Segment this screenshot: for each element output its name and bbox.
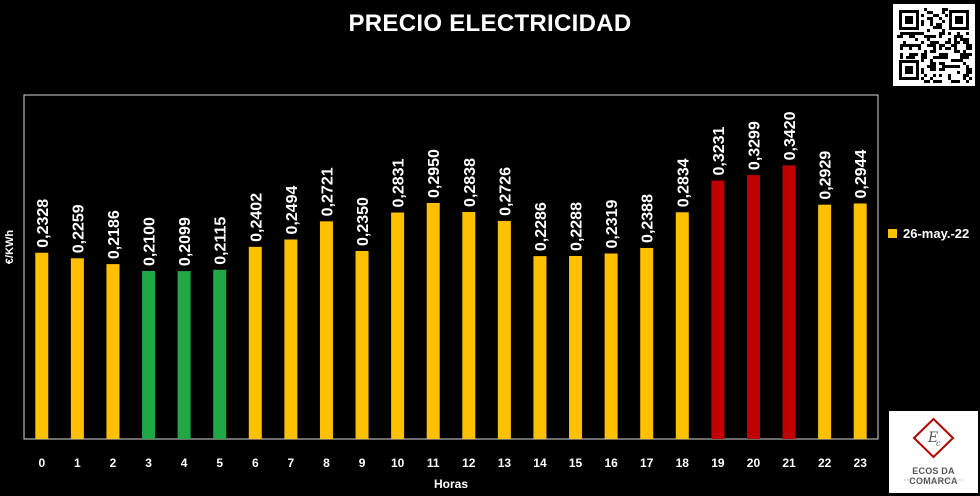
bar-hour-21	[782, 165, 796, 439]
data-label-hour-20: 0,3299	[746, 121, 763, 170]
data-label-hour-11: 0,2950	[426, 149, 443, 198]
plot-area-frame	[23, 94, 879, 440]
logo-name: ECOS DA COMARCA	[909, 466, 958, 486]
x-tick-label: 13	[498, 456, 512, 470]
x-tick-label: 18	[676, 456, 690, 470]
data-label-hour-21: 0,3420	[782, 111, 799, 160]
svg-text:E: E	[927, 430, 938, 446]
x-tick-label: 0	[38, 456, 45, 470]
data-label-hour-2: 0,2186	[106, 210, 123, 259]
bar-hour-17	[640, 247, 654, 439]
bar-hour-4	[177, 271, 191, 439]
data-label-hour-9: 0,2350	[355, 197, 372, 246]
x-tick-label: 22	[818, 456, 832, 470]
bar-hour-7	[284, 239, 298, 439]
data-label-hour-8: 0,2721	[319, 167, 336, 216]
x-tick-label: 12	[462, 456, 476, 470]
x-tick-label: 11	[427, 456, 440, 470]
x-tick-label: 17	[640, 456, 654, 470]
logo-tagline	[889, 478, 978, 484]
logo: E c ECOS DA COMARCA	[889, 411, 978, 493]
bar-hour-5	[213, 269, 227, 439]
data-label-hour-5: 0,2115	[213, 217, 230, 265]
svg-text:c: c	[936, 439, 941, 448]
data-label-hour-1: 0,2259	[70, 204, 87, 253]
x-tick-label: 10	[391, 456, 405, 470]
data-label-hour-17: 0,2388	[640, 194, 657, 243]
x-axis-title: Horas	[434, 477, 468, 491]
qr-code	[893, 4, 975, 86]
bar-hour-11	[426, 203, 440, 439]
data-label-hour-14: 0,2286	[533, 202, 550, 251]
data-label-hour-16: 0,2319	[604, 199, 621, 248]
x-tick-label: 16	[604, 456, 618, 470]
x-tick-label: 1	[74, 456, 81, 470]
legend-swatch	[888, 229, 897, 238]
bar-hour-10	[391, 212, 405, 439]
data-label-hour-15: 0,2288	[569, 202, 586, 251]
x-tick-label: 6	[252, 456, 259, 470]
bar-hour-13	[497, 220, 511, 439]
data-label-hour-12: 0,2838	[462, 158, 479, 207]
bar-hour-0	[35, 252, 49, 439]
x-tick-label: 7	[288, 456, 295, 470]
data-label-hour-0: 0,2328	[35, 199, 52, 248]
x-tick-label: 9	[359, 456, 366, 470]
data-label-hour-7: 0,2494	[284, 185, 301, 234]
legend: 26-may.-22	[888, 226, 969, 241]
bar-hour-14	[533, 256, 547, 439]
bar-hour-18	[675, 212, 689, 439]
x-tick-label: 2	[110, 456, 117, 470]
qr-code-icon	[893, 4, 975, 86]
logo-mark-icon: E c	[912, 417, 955, 459]
x-tick-label: 14	[533, 456, 547, 470]
data-label-hour-10: 0,2831	[391, 158, 408, 207]
x-tick-label: 3	[145, 456, 152, 470]
bar-hour-22	[818, 204, 832, 439]
bar-hour-3	[142, 271, 156, 439]
bar-hour-8	[319, 221, 333, 439]
data-label-hour-4: 0,2099	[177, 217, 194, 266]
bar-hour-1	[70, 258, 84, 439]
data-label-hour-19: 0,3231	[711, 126, 728, 175]
legend-label: 26-may.-22	[903, 226, 970, 241]
y-axis-title: €/KWh	[4, 230, 16, 265]
x-tick-label: 5	[216, 456, 223, 470]
bar-hour-20	[746, 175, 760, 439]
x-tick-label: 8	[323, 456, 330, 470]
bar-hour-2	[106, 264, 120, 439]
bar-hour-15	[569, 255, 583, 439]
data-label-hour-23: 0,2944	[853, 149, 870, 198]
x-tick-label: 21	[782, 456, 796, 470]
data-label-hour-3: 0,2100	[142, 217, 159, 266]
bar-hour-6	[248, 246, 262, 439]
x-tick-label: 20	[747, 456, 761, 470]
x-tick-label: 15	[569, 456, 583, 470]
bar-hour-9	[355, 251, 369, 439]
data-label-hour-22: 0,2929	[818, 151, 835, 200]
x-tick-label: 23	[854, 456, 868, 470]
data-label-hour-6: 0,2402	[248, 193, 265, 242]
data-label-hour-18: 0,2834	[675, 158, 692, 207]
x-tick-label: 19	[711, 456, 725, 470]
x-tick-label: 4	[181, 456, 188, 470]
bar-hour-12	[462, 211, 476, 439]
chart-title: PRECIO ELECTRICIDAD	[348, 10, 632, 37]
data-label-hour-13: 0,2726	[497, 167, 514, 216]
bar-hour-23	[853, 203, 867, 439]
bar-hour-19	[711, 180, 725, 439]
bar-hour-16	[604, 253, 618, 439]
